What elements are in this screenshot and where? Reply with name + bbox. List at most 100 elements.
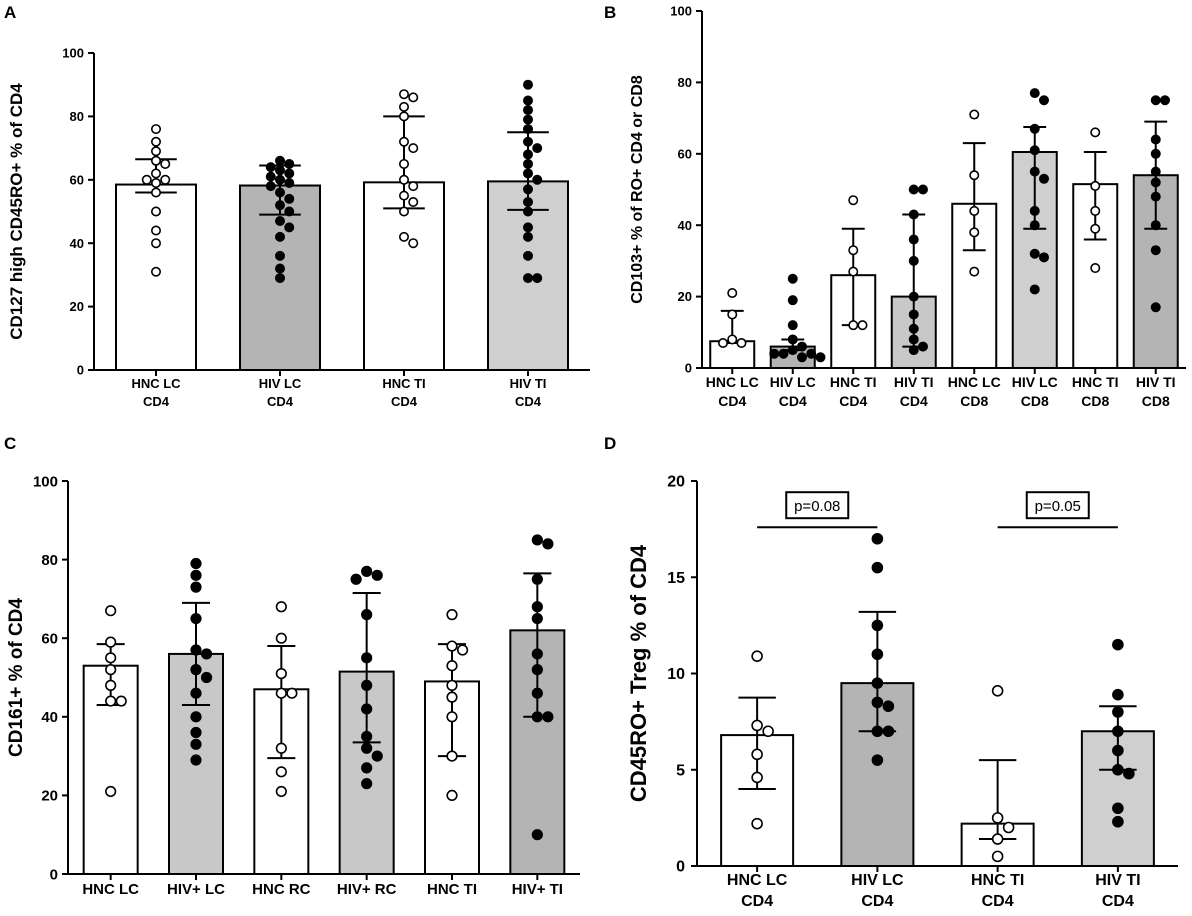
panel-b-data-point bbox=[1038, 173, 1049, 184]
panel-c-data-point bbox=[361, 609, 373, 621]
panel-a-y-tick-label: 100 bbox=[62, 46, 84, 61]
panel-a-data-point bbox=[398, 231, 409, 242]
panel-a-data-point bbox=[151, 124, 162, 135]
panel-c-data-point bbox=[275, 785, 287, 798]
panel-a-category-label: HIV LC bbox=[259, 376, 302, 391]
panel-c-data-point bbox=[275, 667, 287, 680]
panel-d-p-value-box bbox=[1025, 491, 1090, 520]
panel-a-data-point bbox=[151, 168, 162, 179]
panel-b-y-tick-label: 20 bbox=[678, 289, 692, 304]
panel-c-data-point bbox=[361, 565, 373, 577]
panel-b-data-point bbox=[778, 348, 789, 359]
panel-b-data-point bbox=[1038, 95, 1049, 106]
panel-c-data-point bbox=[542, 538, 554, 550]
panel-b-data-point bbox=[908, 234, 919, 245]
panel-c-data-point bbox=[446, 691, 458, 703]
panel-d-data-point bbox=[871, 648, 884, 661]
panel-b-data-point bbox=[1150, 191, 1161, 202]
panel-c-data-point bbox=[371, 750, 383, 762]
panel-a-data-point bbox=[408, 92, 419, 103]
panel-b-data-point bbox=[1090, 223, 1101, 234]
panel-a-data-point bbox=[265, 181, 276, 192]
panel-a-data-point bbox=[522, 206, 533, 217]
panel-b-data-point bbox=[796, 352, 807, 363]
panel-a-category-label: HNC LC bbox=[131, 376, 181, 391]
panel-b-data-point bbox=[908, 309, 919, 320]
panel-b-category-sublabel: CD4 bbox=[900, 393, 928, 409]
panel-b-data-point bbox=[969, 227, 980, 238]
panel-b-data-point bbox=[1029, 284, 1040, 295]
panel-d-data-point bbox=[751, 650, 763, 662]
panel-d-data-point bbox=[871, 725, 884, 738]
panel-d-data-point bbox=[751, 817, 763, 830]
panel-b-data-point bbox=[736, 338, 747, 349]
panel-b-data-point bbox=[848, 266, 859, 277]
panel-d-p-value-label: p=0.05 bbox=[1035, 498, 1081, 515]
panel-d-p-value-label: p=0.08 bbox=[794, 498, 840, 515]
panel-a-data-point bbox=[151, 146, 162, 157]
panel-a-category-label: HNC TI bbox=[382, 376, 425, 391]
panel-a-category-sublabel: CD4 bbox=[143, 394, 170, 409]
panel-c-data-point bbox=[275, 766, 287, 778]
panel-b-data-point bbox=[848, 320, 859, 331]
panel-b-category-label: HIV TI bbox=[894, 374, 934, 390]
panel-a-data-point bbox=[274, 216, 285, 227]
panel-d-data-point bbox=[871, 532, 884, 545]
panel-letter-d: D bbox=[604, 434, 616, 453]
panel-c-data-point bbox=[446, 609, 458, 621]
panel-b-data-point bbox=[908, 345, 919, 356]
panel-d-data-point bbox=[871, 561, 884, 574]
panel-a-data-point bbox=[408, 143, 419, 154]
panel-b-data-point bbox=[908, 323, 919, 334]
panel-d-data-point bbox=[882, 725, 895, 738]
panel-a-category-label: HIV TI bbox=[510, 376, 547, 391]
panel-c-y-axis-title: CD161+ % of CD4 bbox=[6, 598, 27, 757]
panel-b-data-point bbox=[1038, 252, 1049, 263]
panel-b-data-point bbox=[787, 345, 798, 356]
panel-letter-b: B bbox=[604, 3, 616, 22]
panel-d-data-point bbox=[1112, 815, 1124, 828]
panel-c-category-label: HNC LC bbox=[82, 881, 139, 898]
panel-c-data-point bbox=[105, 652, 117, 664]
panel-d-chart: 0 5 10 15 20 HNC LC CD4 HIV LC CD4 HNC TI CD4 HIV T… bbox=[626, 474, 1178, 910]
panel-b-data-point bbox=[1150, 95, 1161, 106]
panel-b-data-point bbox=[1029, 205, 1040, 216]
panel-c-y-tick-label: 40 bbox=[41, 709, 58, 726]
panel-d-data-point bbox=[991, 833, 1004, 845]
panel-d-y-tick-label: 15 bbox=[667, 570, 685, 587]
panel-b-data-point bbox=[1029, 88, 1040, 99]
panel-d-data-point bbox=[751, 771, 763, 784]
panel-b-category-sublabel: CD8 bbox=[1081, 393, 1109, 409]
panel-c-data-point bbox=[275, 742, 287, 754]
panel-b-y-tick-label: 40 bbox=[678, 218, 692, 233]
panel-b-data-point bbox=[908, 255, 919, 266]
panel-c-data-point bbox=[190, 738, 202, 750]
panel-a-data-point bbox=[522, 222, 533, 233]
panel-letter-a: A bbox=[4, 3, 16, 22]
panel-a-y-tick-label: 80 bbox=[70, 109, 84, 124]
panel-b-data-point bbox=[1029, 166, 1040, 177]
panel-c-data-point bbox=[446, 660, 458, 672]
panel-b-data-point bbox=[1090, 263, 1101, 274]
panel-a-data-point bbox=[522, 149, 533, 160]
panel-b-category-sublabel: CD4 bbox=[718, 393, 746, 409]
panel-b-data-point bbox=[908, 209, 919, 220]
panel-c-data-point bbox=[190, 711, 202, 723]
panel-c-data-point bbox=[361, 742, 373, 754]
panel-d-data-point bbox=[1123, 767, 1135, 780]
panel-c-data-point bbox=[190, 612, 202, 625]
panel-a-y-tick-label: 0 bbox=[77, 363, 84, 378]
panel-b-data-point bbox=[969, 109, 980, 120]
panel-b-data-point bbox=[1029, 248, 1040, 259]
panel-c-category-label: HNC TI bbox=[427, 881, 477, 898]
panel-c-y-tick-label: 60 bbox=[41, 630, 58, 647]
panel-c-data-point bbox=[105, 664, 117, 676]
panel-c-data-point bbox=[361, 762, 373, 774]
panel-c-data-point bbox=[190, 581, 202, 593]
panel-b-data-point bbox=[1090, 127, 1101, 138]
panel-b-data-point bbox=[848, 195, 859, 206]
panel-b-data-point bbox=[908, 184, 919, 195]
panel-c-category-label: HIV+ TI bbox=[512, 881, 563, 898]
panel-b-data-point bbox=[917, 184, 928, 195]
panel-a-data-point bbox=[398, 101, 409, 112]
